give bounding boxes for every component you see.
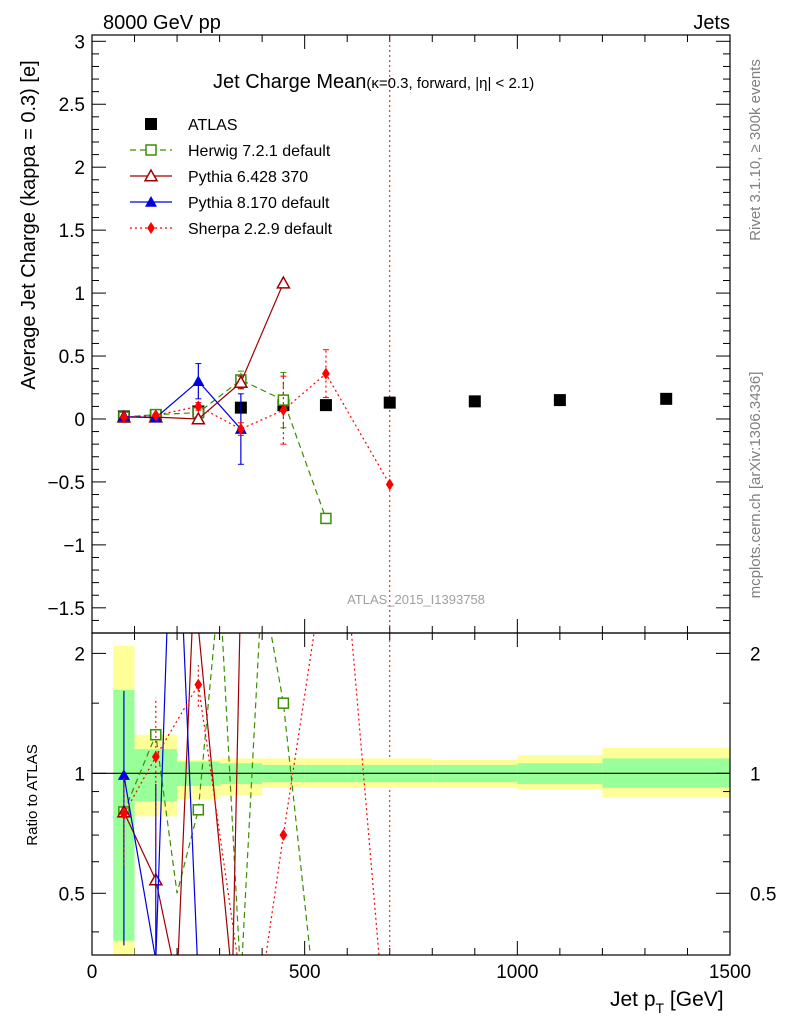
rivet-label: Rivet 3.1.10, ≥ 300k events [747,59,764,241]
data-point-herwig [320,512,332,525]
main-y-tick-label: 1.5 [59,221,85,242]
x-tick-label: 500 [289,962,321,983]
ratio-y-tick-label-right: 2 [750,644,761,665]
ratio-point-sherpa [120,808,128,821]
series-line-sherpa [123,372,391,485]
ratio-line-pythia8 [123,633,198,955]
data-point-pythia8 [192,375,205,387]
legend-marker-atlas [145,118,157,130]
series-line-herwig [123,379,327,519]
x-axis-label: Jet pT [GeV] [610,988,724,1016]
legend-label-atlas: ATLAS [188,117,238,134]
ratio-frame-border [91,632,731,956]
data-point-sherpa [194,400,203,413]
mcplots-label: mcplots.cern.ch [arXiv:1306.3436] [747,372,764,599]
series-pythia6 [116,275,291,425]
main-y-tick-label: −1.5 [47,599,85,620]
legend-marker-pythia6 [143,168,159,182]
data-point-atlas [383,396,396,409]
legend-label-herwig: Herwig 7.2.1 default [188,143,331,160]
ratio-y-tick-label: 1 [74,764,85,785]
ratio-point-pythia8 [155,954,157,955]
main-y-axis-label: Average Jet Charge (kappa = 0.3) [e] [18,60,40,389]
ratio-y-tick-label-right: 1 [750,764,761,785]
ratio-point-pythia8 [117,769,130,780]
ratio-line-pythia6 [123,633,241,955]
main-data [116,275,673,525]
energy-label: 8000 GeV pp [103,12,221,34]
x-tick-label: 1000 [496,962,538,983]
ratio-point-sherpa [279,829,288,842]
ratio-point-herwig [277,697,290,709]
series-pythia8 [117,363,247,465]
ratio-y-tick-label: 2 [74,644,85,665]
legend-item-pythia6: Pythia 6.428 370 [130,168,308,186]
legend: ATLAS Herwig 7.2.1 default Pythia 6.428 37… [130,117,333,238]
ratio-data [116,633,380,955]
data-point-pythia6 [233,374,249,389]
main-y-tick-label: 1 [74,284,85,305]
data-point-atlas [319,399,332,412]
main-y-tick-label: 0.5 [59,347,85,368]
data-point-pythia6 [276,275,291,289]
main-y-tick-label: −1 [63,536,85,557]
data-point-atlas [553,394,566,407]
x-tick-label: 0 [87,962,98,983]
ratio-panel: 0.5 0.5 1 1 2 2 [59,632,776,956]
data-point-atlas [660,392,673,405]
legend-label-sherpa: Sherpa 2.2.9 default [188,221,333,238]
ratio-y-axis-label: Ratio to ATLAS [24,744,41,845]
main-y-tick-label: 2.5 [59,95,85,116]
data-point-sherpa [279,404,288,417]
legend-item-sherpa: Sherpa 2.2.9 default [130,221,333,238]
legend-label-pythia6: Pythia 6.428 370 [188,169,308,186]
legend-marker-herwig [145,144,157,156]
main-y-tick-label: 2 [74,158,85,179]
chart-title: Jet Charge Mean(κ=0.3, forward, |η| < 2.… [213,71,534,93]
ratio-y-tick-label: 0.5 [59,884,85,905]
ratio-point-herwig [192,804,205,816]
uncertainty-bands [113,645,730,955]
legend-item-pythia8: Pythia 8.170 default [130,195,330,212]
data-point-sherpa [120,411,128,424]
data-point-sherpa [151,409,160,422]
data-point-sherpa [385,478,394,491]
ratio-series-sherpa [120,633,380,955]
data-point-pythia6 [191,411,206,425]
ratio-point-sherpa [151,750,160,763]
ratio-y-tick-label-right: 0.5 [750,884,776,905]
ratio-point-sherpa [194,678,203,691]
main-y-tick-label: 3 [74,32,85,53]
data-point-sherpa [322,367,330,380]
legend-item-atlas: ATLAS [145,117,238,134]
legend-label-pythia8: Pythia 8.170 default [188,195,330,212]
legend-marker-sherpa [147,222,155,234]
category-label: Jets [693,12,730,34]
legend-item-herwig: Herwig 7.2.1 default [130,143,331,160]
x-tick-label: 1500 [709,962,751,983]
main-y-tick-label: −0.5 [47,473,85,494]
ratio-point-herwig [150,728,162,741]
series-sherpa [120,349,394,491]
series-line-pythia6 [123,282,284,420]
legend-marker-pythia8 [145,196,157,207]
series-herwig [118,370,332,525]
data-point-sherpa [236,423,245,436]
data-point-atlas [468,395,481,408]
main-y-tick-label: 0 [74,410,85,431]
analysis-id-label: ATLAS_2015_I1393758 [347,592,485,607]
series-line-pythia8 [123,380,242,430]
